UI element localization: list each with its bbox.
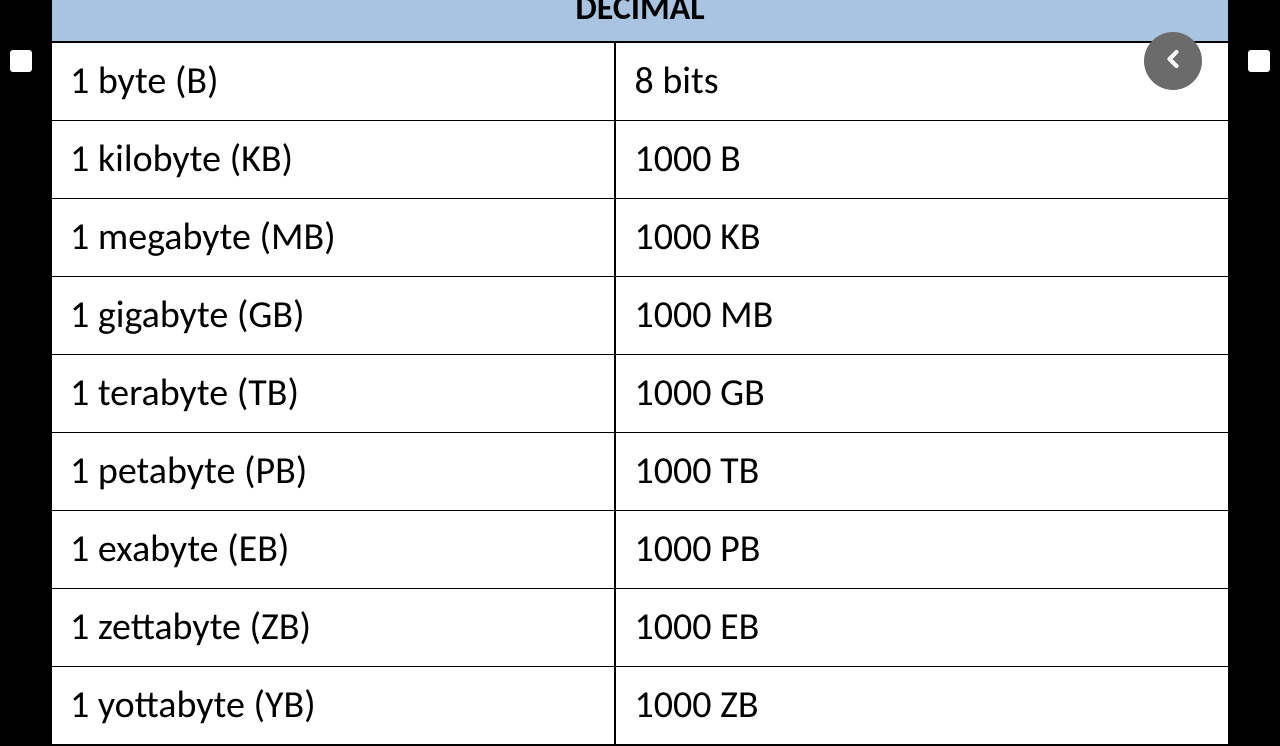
chevron-left-icon xyxy=(1159,45,1187,78)
unit-cell: 1 petabyte (PB) xyxy=(52,433,616,510)
table-title: DECIMAL xyxy=(575,0,704,29)
table-body: 1 byte (B)8 bits1 kilobyte (KB)1000 B1 m… xyxy=(52,43,1228,744)
table-row: 1 megabyte (MB)1000 KB xyxy=(52,199,1228,277)
value-cell: 1000 ZB xyxy=(616,667,1228,744)
value-cell: 1000 MB xyxy=(616,277,1228,354)
value-cell: 8 bits xyxy=(616,43,1228,120)
unit-cell: 1 terabyte (TB) xyxy=(52,355,616,432)
table-row: 1 terabyte (TB)1000 GB xyxy=(52,355,1228,433)
edge-artifact-left xyxy=(10,50,32,72)
edge-artifact-right xyxy=(1248,50,1270,72)
value-cell: 1000 B xyxy=(616,121,1228,198)
unit-cell: 1 megabyte (MB) xyxy=(52,199,616,276)
unit-cell: 1 byte (B) xyxy=(52,43,616,120)
table-row: 1 zettabyte (ZB)1000 EB xyxy=(52,589,1228,667)
value-cell: 1000 KB xyxy=(616,199,1228,276)
unit-cell: 1 gigabyte (GB) xyxy=(52,277,616,354)
table-header: DECIMAL xyxy=(52,0,1228,43)
value-cell: 1000 GB xyxy=(616,355,1228,432)
unit-cell: 1 exabyte (EB) xyxy=(52,511,616,588)
value-cell: 1000 TB xyxy=(616,433,1228,510)
back-button[interactable] xyxy=(1144,32,1202,90)
value-cell: 1000 EB xyxy=(616,589,1228,666)
table-row: 1 kilobyte (KB)1000 B xyxy=(52,121,1228,199)
value-cell: 1000 PB xyxy=(616,511,1228,588)
unit-cell: 1 yottabyte (YB) xyxy=(52,667,616,744)
decimal-units-table: DECIMAL 1 byte (B)8 bits1 kilobyte (KB)1… xyxy=(50,0,1230,746)
unit-cell: 1 zettabyte (ZB) xyxy=(52,589,616,666)
table-row: 1 exabyte (EB)1000 PB xyxy=(52,511,1228,589)
table-row: 1 gigabyte (GB)1000 MB xyxy=(52,277,1228,355)
table-row: 1 byte (B)8 bits xyxy=(52,43,1228,121)
table-row: 1 yottabyte (YB)1000 ZB xyxy=(52,667,1228,744)
unit-cell: 1 kilobyte (KB) xyxy=(52,121,616,198)
table-row: 1 petabyte (PB)1000 TB xyxy=(52,433,1228,511)
